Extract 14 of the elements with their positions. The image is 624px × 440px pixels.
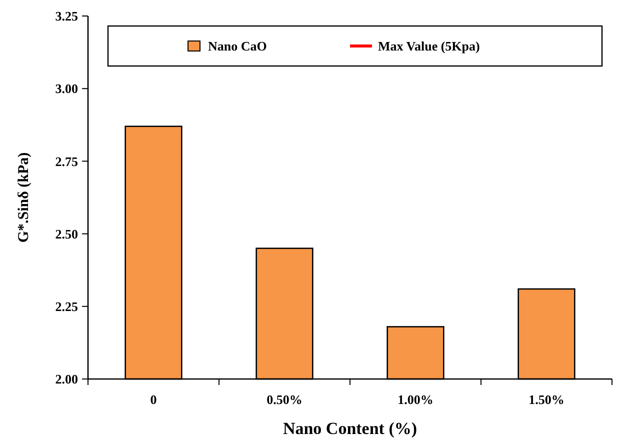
x-tick-label: 1.50% [528, 392, 564, 407]
x-axis-title: Nano Content (%) [282, 419, 418, 438]
y-tick-label: 3.00 [55, 81, 78, 96]
legend-label: Max Value (5Kpa) [378, 38, 480, 54]
x-tick-label: 0.50% [266, 392, 302, 407]
y-tick-label: 2.50 [55, 226, 78, 242]
legend-label: Nano CaO [208, 38, 267, 54]
y-tick-label: 2.00 [55, 372, 78, 387]
x-tick-label: 1.00% [398, 392, 434, 407]
y-tick-label: 2.25 [55, 298, 78, 314]
y-tick-label: 3.25 [55, 8, 78, 24]
x-tick-label: 0 [150, 392, 157, 407]
y-axis-title: G*.Sinδ (kPa) [16, 152, 32, 243]
y-tick-label: 2.75 [55, 154, 78, 169]
